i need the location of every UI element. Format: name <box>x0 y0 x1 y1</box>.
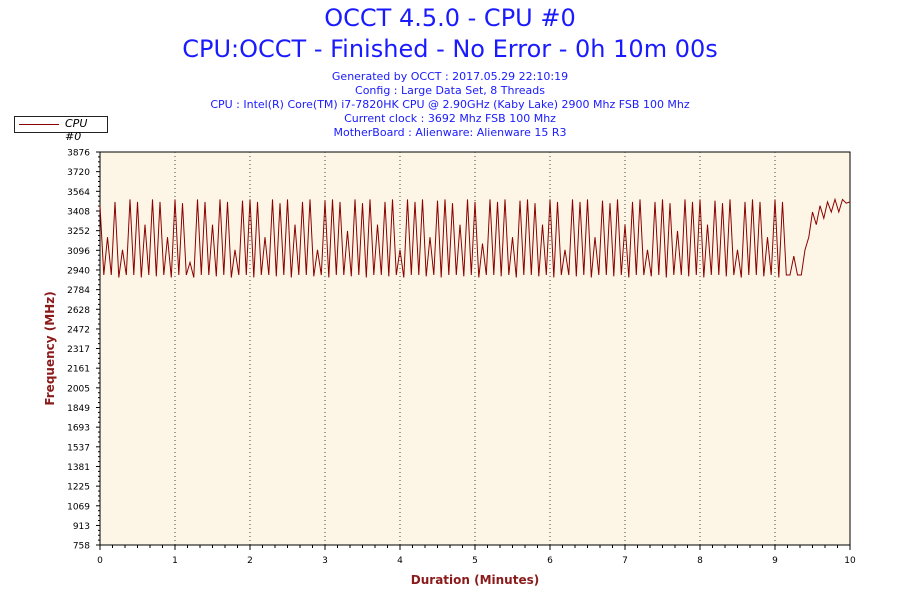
y-tick-label-3876: 3876 <box>67 149 90 159</box>
y-tick-label-1225: 1225 <box>67 483 90 493</box>
y-tick-label-3408: 3408 <box>67 207 90 217</box>
info-line-motherboard: MotherBoard : Alienware: Alienware 15 R3 <box>333 126 567 139</box>
y-tick-label-3564: 3564 <box>67 188 90 198</box>
y-tick-label-1381: 1381 <box>67 463 90 473</box>
info-line-generated: Generated by OCCT : 2017.05.29 22:10:19 <box>331 70 569 83</box>
y-tick-label-2317: 2317 <box>67 345 90 355</box>
legend-label: CPU #0 <box>65 117 88 143</box>
x-tick-label-7: 7 <box>622 556 628 566</box>
y-tick-label-1693: 1693 <box>67 424 90 434</box>
x-tick-label-0: 0 <box>97 556 103 566</box>
y-tick-label-1069: 1069 <box>67 502 90 512</box>
y-tick-label-3720: 3720 <box>67 168 90 178</box>
y-tick-label-3096: 3096 <box>67 247 90 257</box>
x-tick-label-4: 4 <box>397 556 403 566</box>
grid <box>174 152 776 545</box>
x-axis-label: Duration (Minutes) <box>411 573 539 587</box>
y-axis: 758 913 1069 1225 1381 1537 1693 1849 2005 2161 23… <box>67 149 101 552</box>
info-line-config: Config : Large Data Set, 8 Threads <box>355 84 545 97</box>
y-axis-label: Frequency (MHz) <box>43 291 57 405</box>
chart-subtitle: CPU:OCCT - Finished - No Error - 0h 10m … <box>182 35 718 63</box>
legend-swatch <box>19 124 59 125</box>
y-tick-label-758: 758 <box>73 542 90 552</box>
x-tick-label-2: 2 <box>247 556 253 566</box>
x-axis: 0 1 2 3 4 5 6 7 8 9 10 <box>97 544 856 566</box>
y-tick-label-1849: 1849 <box>67 404 90 414</box>
y-tick-label-2940: 2940 <box>67 266 90 276</box>
y-tick-label-2161: 2161 <box>67 365 90 375</box>
y-tick-label-2472: 2472 <box>67 325 90 335</box>
x-tick-label-8: 8 <box>697 556 703 566</box>
series-line-cpu0 <box>99 197 851 278</box>
x-tick-label-5: 5 <box>472 556 478 566</box>
x-tick-label-1: 1 <box>172 556 178 566</box>
info-line-cpu: CPU : Intel(R) Core(TM) i7-7820HK CPU @ … <box>210 98 690 111</box>
x-tick-label-3: 3 <box>322 556 328 566</box>
x-tick-label-6: 6 <box>547 556 553 566</box>
x-tick-label-10: 10 <box>844 556 856 566</box>
y-tick-label-2784: 2784 <box>67 286 90 296</box>
chart-title: OCCT 4.5.0 - CPU #0 <box>324 4 576 32</box>
y-tick-label-2628: 2628 <box>67 306 90 316</box>
y-tick-label-3252: 3252 <box>67 227 90 237</box>
info-line-clock: Current clock : 3692 Mhz FSB 100 Mhz <box>344 112 556 125</box>
y-tick-label-913: 913 <box>73 522 90 532</box>
x-tick-label-9: 9 <box>772 556 778 566</box>
y-tick-label-1537: 1537 <box>67 443 90 453</box>
y-tick-label-2005: 2005 <box>67 384 90 394</box>
legend: CPU #0 <box>14 116 108 143</box>
